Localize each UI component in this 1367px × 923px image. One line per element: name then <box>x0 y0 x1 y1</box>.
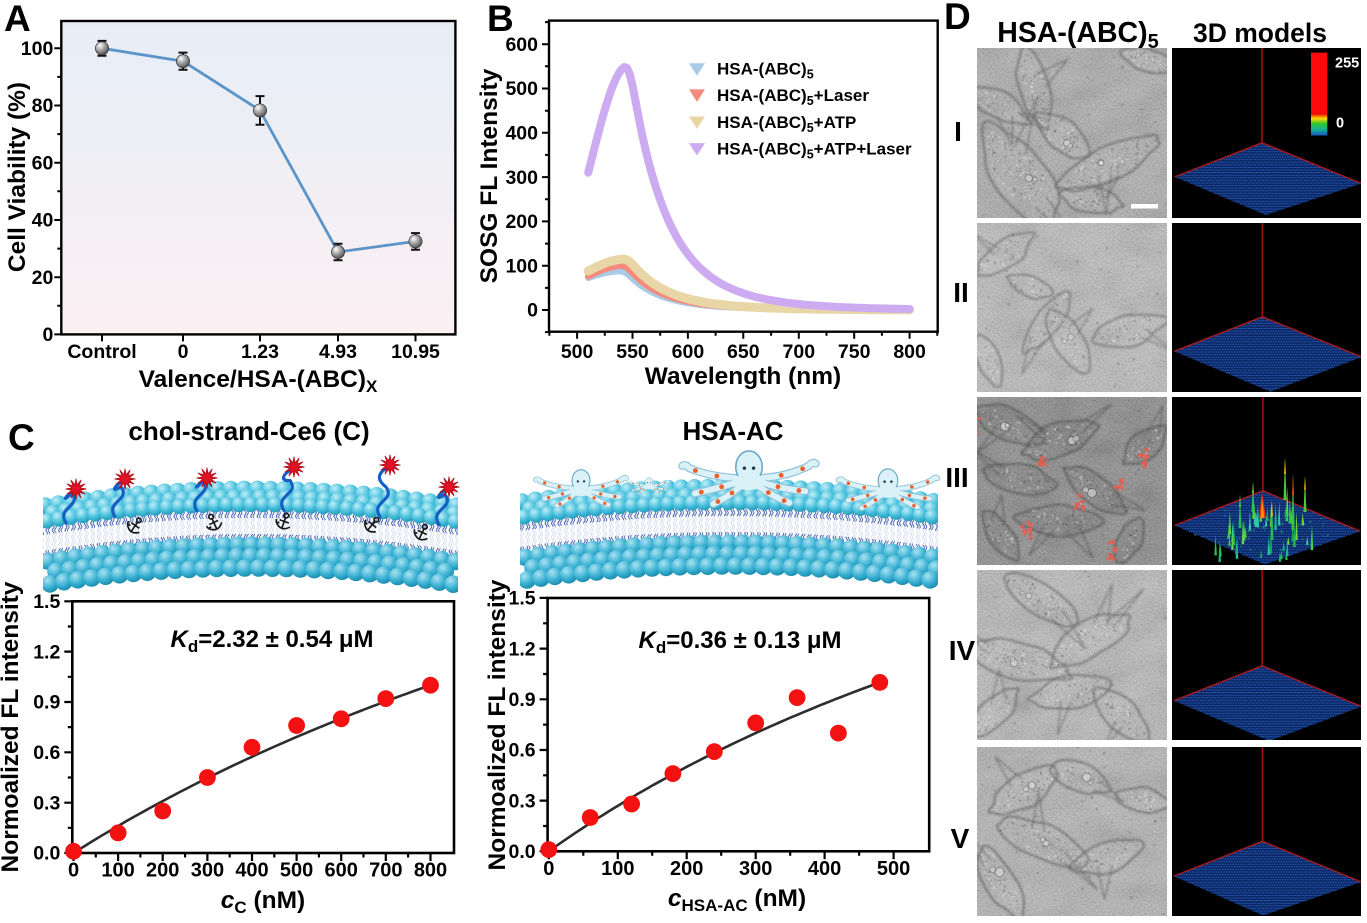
svg-text:100: 100 <box>601 858 634 880</box>
svg-text:60: 60 <box>32 152 54 174</box>
svg-text:400: 400 <box>505 123 538 145</box>
svg-text:600: 600 <box>672 341 705 363</box>
svg-text:600: 600 <box>505 34 538 56</box>
svg-text:HSA-(ABC)5: HSA-(ABC)5 <box>997 17 1159 53</box>
svg-text:700: 700 <box>369 860 402 882</box>
svg-text:0.6: 0.6 <box>33 742 60 764</box>
svg-text:800: 800 <box>414 860 447 882</box>
svg-text:Valence/HSA-(ABC)X: Valence/HSA-(ABC)X <box>139 366 378 396</box>
svg-text:cC (nM): cC (nM) <box>221 887 305 917</box>
svg-text:500: 500 <box>280 860 313 882</box>
svg-text:HSA-(ABC)5: HSA-(ABC)5 <box>717 60 814 82</box>
svg-text:1.23: 1.23 <box>241 341 279 363</box>
svg-text:650: 650 <box>727 341 760 363</box>
svg-text:400: 400 <box>808 858 841 880</box>
svg-text:SOSG FL Intensity: SOSG FL Intensity <box>476 68 503 283</box>
svg-text:0.0: 0.0 <box>33 843 60 865</box>
svg-text:Kd=2.32 ± 0.54 μM: Kd=2.32 ± 0.54 μM <box>170 626 373 656</box>
svg-text:0: 0 <box>42 324 53 346</box>
svg-text:80: 80 <box>32 95 54 117</box>
svg-text:1.5: 1.5 <box>33 591 60 613</box>
svg-text:0: 0 <box>527 300 538 322</box>
svg-text:IV: IV <box>949 635 976 666</box>
svg-text:300: 300 <box>739 858 772 880</box>
svg-text:800: 800 <box>893 341 926 363</box>
svg-text:200: 200 <box>146 860 179 882</box>
svg-text:A: A <box>4 0 31 39</box>
svg-text:10.95: 10.95 <box>391 341 440 363</box>
svg-text:3D models: 3D models <box>1193 18 1327 48</box>
svg-text:300: 300 <box>191 860 224 882</box>
svg-text:200: 200 <box>670 858 703 880</box>
svg-text:4.93: 4.93 <box>319 341 357 363</box>
svg-text:255: 255 <box>1335 56 1359 72</box>
svg-text:0: 0 <box>543 858 554 880</box>
svg-text:500: 500 <box>561 341 594 363</box>
svg-text:100: 100 <box>21 38 54 60</box>
svg-text:100: 100 <box>505 255 538 277</box>
svg-text:0: 0 <box>68 860 79 882</box>
svg-text:500: 500 <box>505 78 538 100</box>
svg-text:0: 0 <box>1336 116 1344 132</box>
svg-text:HSA-(ABC)5+ATP: HSA-(ABC)5+ATP <box>717 113 856 135</box>
svg-text:0.0: 0.0 <box>508 841 535 863</box>
svg-text:600: 600 <box>325 860 358 882</box>
svg-text:0.3: 0.3 <box>508 790 535 812</box>
svg-text:D: D <box>944 0 971 37</box>
svg-text:Kd=0.36 ± 0.13 μM: Kd=0.36 ± 0.13 μM <box>638 627 841 657</box>
svg-text:100: 100 <box>101 860 134 882</box>
svg-text:200: 200 <box>505 211 538 233</box>
svg-text:1.2: 1.2 <box>508 638 535 660</box>
svg-text:HSA-(ABC)5+Laser: HSA-(ABC)5+Laser <box>717 86 869 108</box>
svg-text:Normoalized FL intensity: Normoalized FL intensity <box>0 581 24 872</box>
svg-text:HSA-(ABC)5+ATP+Laser: HSA-(ABC)5+ATP+Laser <box>717 140 912 162</box>
svg-text:Control: Control <box>67 341 136 363</box>
svg-text:B: B <box>487 0 514 39</box>
svg-text:cHSA-AC (nM): cHSA-AC (nM) <box>668 885 806 915</box>
svg-text:0.9: 0.9 <box>508 689 535 711</box>
svg-text:II: II <box>953 277 969 308</box>
svg-text:40: 40 <box>32 210 54 232</box>
svg-text:750: 750 <box>838 341 871 363</box>
svg-text:Wavelength (nm): Wavelength (nm) <box>645 363 841 390</box>
svg-text:Normoalized FL intensity: Normoalized FL intensity <box>484 579 511 870</box>
svg-text:V: V <box>951 823 970 854</box>
svg-text:I: I <box>954 116 962 147</box>
svg-text:1.2: 1.2 <box>33 641 60 663</box>
svg-text:chol-strand-Ce6 (C): chol-strand-Ce6 (C) <box>128 416 369 446</box>
svg-text:400: 400 <box>235 860 268 882</box>
svg-text:III: III <box>945 462 968 493</box>
svg-text:HSA-AC: HSA-AC <box>682 416 783 446</box>
svg-text:550: 550 <box>616 341 649 363</box>
svg-text:700: 700 <box>783 341 816 363</box>
svg-text:0.6: 0.6 <box>508 740 535 762</box>
svg-text:300: 300 <box>505 167 538 189</box>
svg-text:0.9: 0.9 <box>33 692 60 714</box>
svg-text:20: 20 <box>32 267 54 289</box>
svg-text:0.3: 0.3 <box>33 792 60 814</box>
svg-text:C: C <box>8 417 35 458</box>
svg-text:500: 500 <box>877 858 910 880</box>
svg-text:0: 0 <box>178 341 189 363</box>
svg-text:1.5: 1.5 <box>508 588 535 610</box>
svg-text:Cell Viability (%): Cell Viability (%) <box>4 82 31 272</box>
